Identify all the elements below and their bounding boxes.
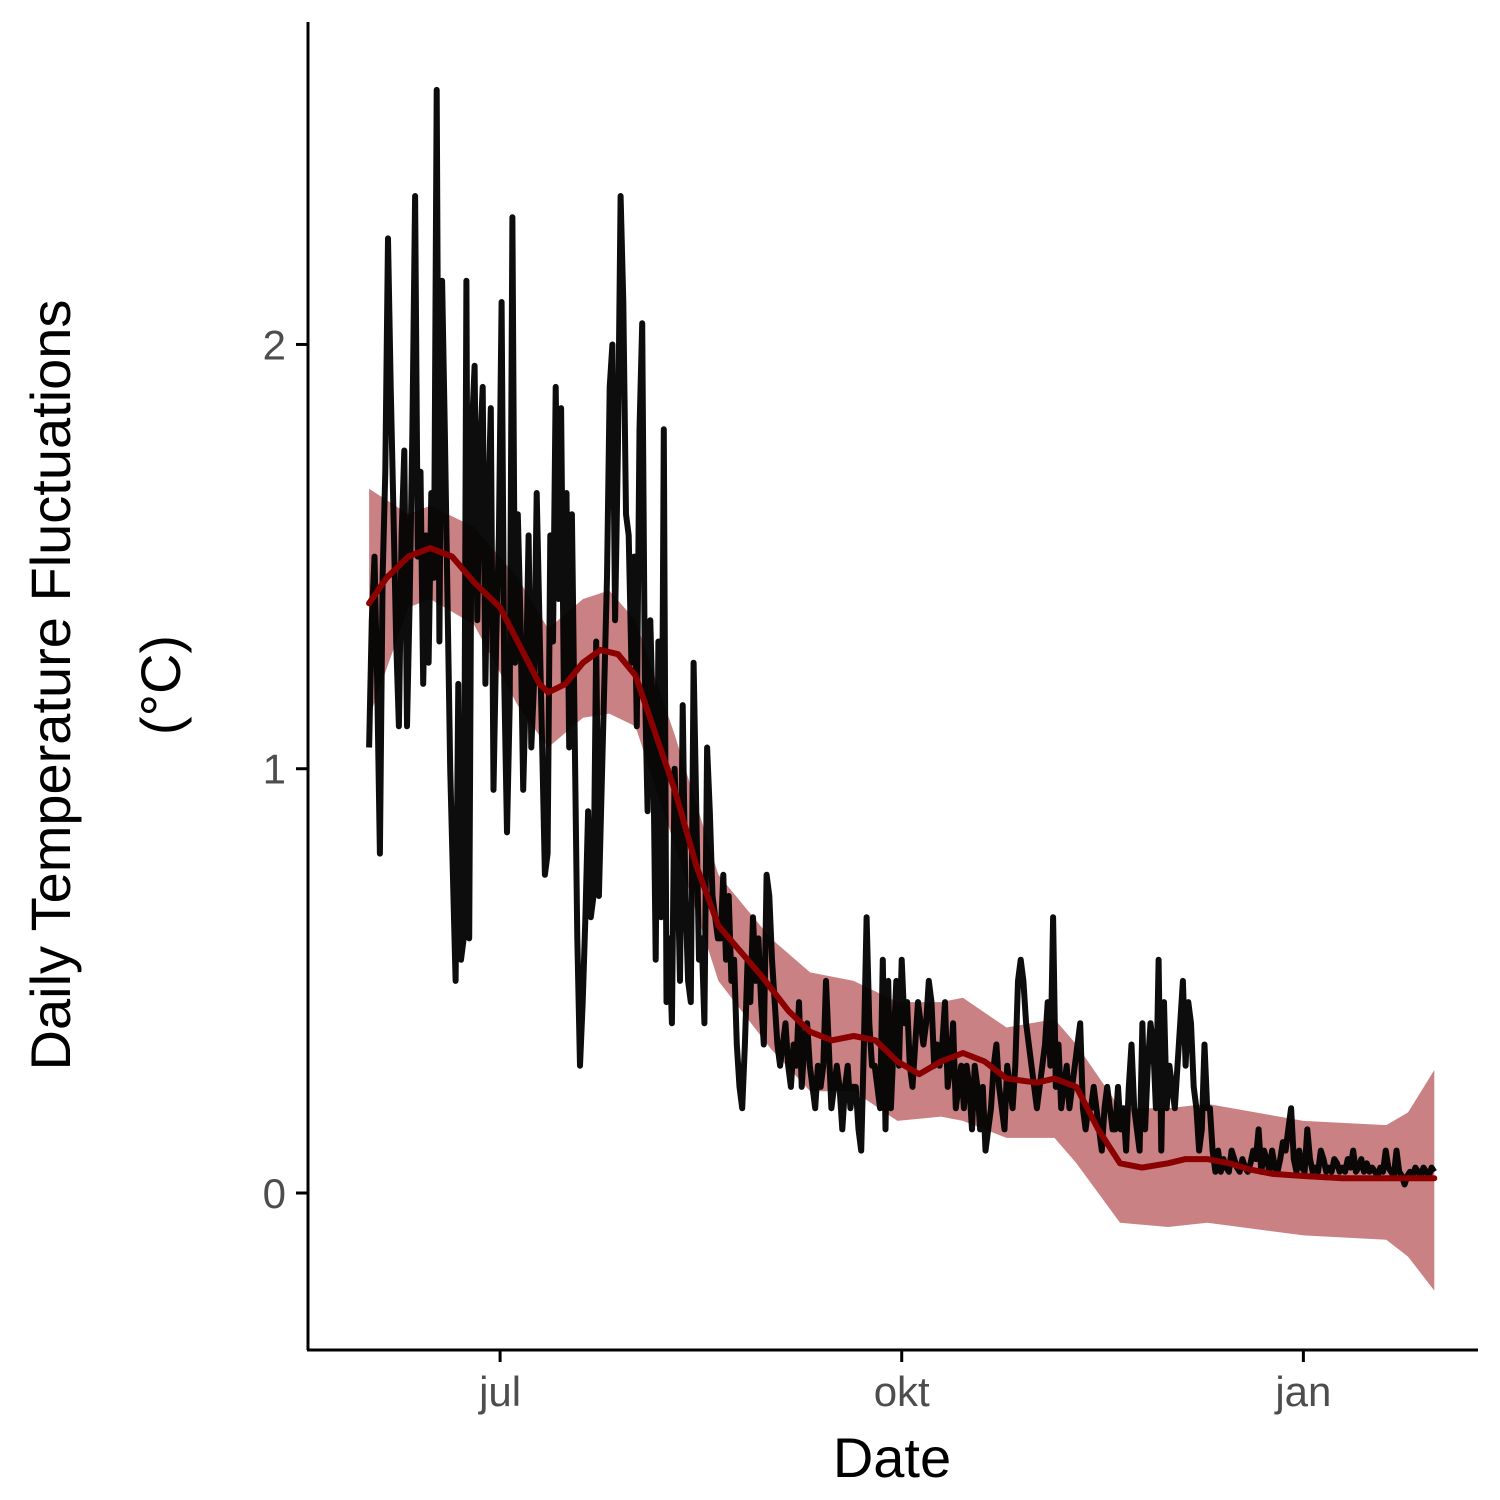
raw-series-line xyxy=(366,86,1437,1188)
smooth-series-line xyxy=(366,545,1438,1182)
y-axis-ticks: 0 1 2 xyxy=(263,321,308,1217)
x-tick-label: okt xyxy=(874,1368,930,1415)
raw-series-layer xyxy=(366,86,1437,1188)
y-tick-label: 1 xyxy=(263,746,286,793)
x-axis-ticks: jul okt jan xyxy=(477,1350,1331,1415)
y-axis-title-line2: (°C) xyxy=(129,635,192,735)
x-tick-label: jan xyxy=(1273,1368,1331,1415)
x-tick-label: jul xyxy=(477,1368,521,1415)
y-tick-label: 2 xyxy=(263,321,286,368)
y-axis-title-line1: Daily Temperature Fluctuations xyxy=(19,300,82,1071)
x-axis-title: Date xyxy=(833,1426,951,1489)
y-tick-label: 0 xyxy=(263,1170,286,1217)
smooth-series-layer xyxy=(366,545,1438,1182)
